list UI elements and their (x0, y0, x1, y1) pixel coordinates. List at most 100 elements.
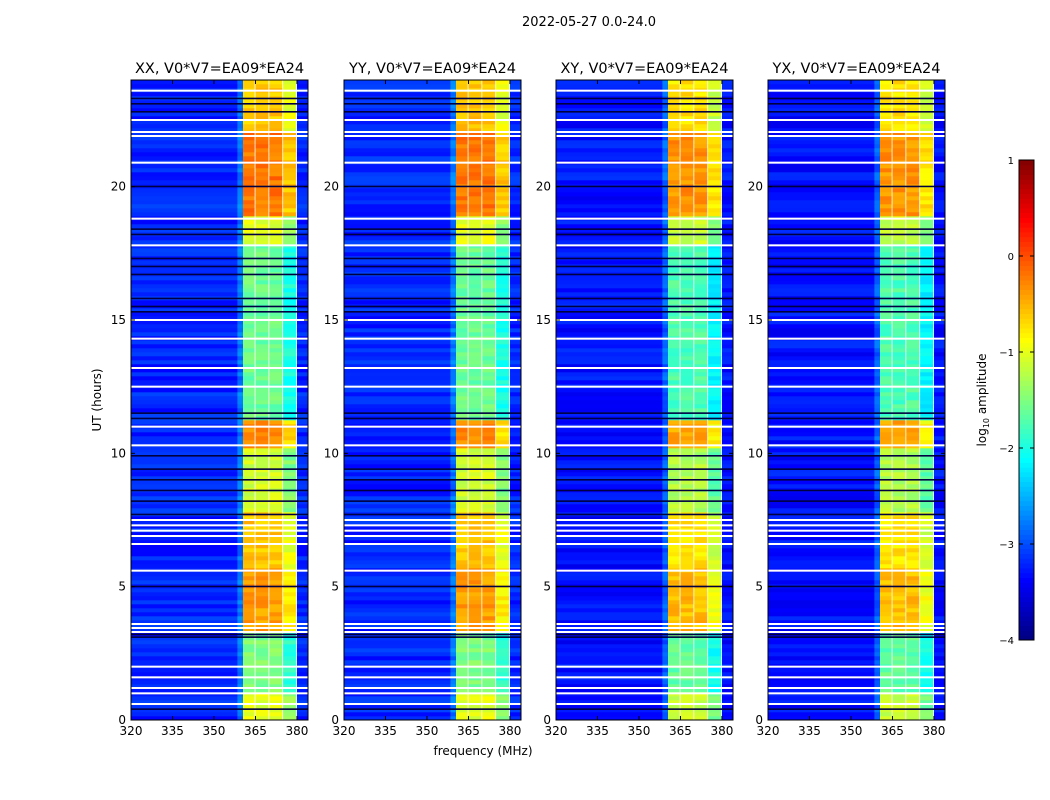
cell (496, 112, 510, 117)
cell (694, 616, 708, 621)
cell (468, 660, 482, 665)
cell (668, 616, 680, 621)
cell (920, 404, 934, 409)
cell (668, 668, 680, 673)
cell (243, 400, 255, 405)
cell (237, 404, 244, 409)
colorbar-segment (1019, 332, 1034, 338)
cell (880, 224, 892, 229)
cell (131, 672, 238, 677)
y-axis-label: UT (hours) (90, 368, 104, 431)
cell (344, 408, 451, 413)
cell (920, 572, 934, 577)
cell (283, 104, 297, 109)
cell (721, 388, 733, 393)
cell (131, 652, 238, 657)
cell (255, 140, 269, 145)
cell (892, 464, 906, 469)
cell (237, 148, 244, 153)
cell (509, 356, 521, 361)
cell (680, 192, 694, 197)
cell (920, 704, 934, 709)
cell (269, 560, 283, 565)
cell (131, 284, 238, 289)
cell (243, 352, 255, 357)
cell (255, 80, 269, 85)
cell (283, 476, 297, 481)
cell (496, 176, 510, 181)
cell (874, 356, 881, 361)
cell (496, 360, 510, 365)
cell (662, 192, 669, 197)
cell (906, 440, 920, 445)
cell (237, 136, 244, 141)
cell (721, 352, 733, 357)
cell (131, 688, 238, 693)
cell (344, 476, 451, 481)
cell (456, 120, 468, 125)
cell (269, 168, 283, 173)
cell (509, 592, 521, 597)
cell (482, 560, 496, 565)
dark-row (131, 513, 308, 516)
cell (920, 656, 934, 661)
cell (694, 224, 708, 229)
cell (255, 472, 269, 477)
cell (131, 176, 238, 181)
cell (708, 204, 722, 209)
cell (708, 352, 722, 357)
dark-row (131, 636, 308, 638)
cell (450, 204, 457, 209)
dark-row (556, 513, 733, 516)
colorbar-segment (1019, 568, 1034, 574)
cell (874, 92, 881, 97)
colorbar-segment (1019, 270, 1034, 276)
cell (708, 504, 722, 509)
colorbar-segment (1019, 476, 1034, 482)
cell (680, 316, 694, 321)
cell (662, 372, 669, 377)
cell (768, 700, 875, 705)
cell (482, 308, 496, 313)
cell (283, 376, 297, 381)
cell (668, 636, 680, 641)
cell (906, 328, 920, 333)
flagged-row (556, 665, 733, 668)
cell (556, 280, 663, 285)
cell (668, 500, 680, 505)
cell (283, 612, 297, 617)
cell (874, 220, 881, 225)
colorbar-segment (1019, 620, 1034, 626)
cell (933, 368, 945, 373)
cell (694, 328, 708, 333)
cell (708, 612, 722, 617)
cell (269, 640, 283, 645)
cell (283, 148, 297, 153)
cell (668, 224, 680, 229)
cell (296, 704, 308, 709)
cell (468, 392, 482, 397)
flagged-row (556, 89, 733, 92)
cell (131, 572, 238, 577)
cell (344, 544, 451, 549)
cell (296, 608, 308, 613)
dark-row (556, 228, 733, 230)
cell (708, 220, 722, 225)
cell (721, 492, 733, 497)
cell (920, 364, 934, 369)
cell (344, 460, 451, 465)
cell (243, 480, 255, 485)
cell (509, 548, 521, 553)
cell (468, 320, 482, 325)
cell (255, 212, 269, 217)
cell (283, 392, 297, 397)
cell (509, 176, 521, 181)
cell (283, 192, 297, 197)
cell (509, 332, 521, 337)
flagged-row (556, 529, 733, 532)
colorbar-segment (1019, 472, 1034, 478)
flagged-row (131, 244, 308, 247)
cell (243, 360, 255, 365)
cell (269, 220, 283, 225)
cell (344, 588, 451, 593)
